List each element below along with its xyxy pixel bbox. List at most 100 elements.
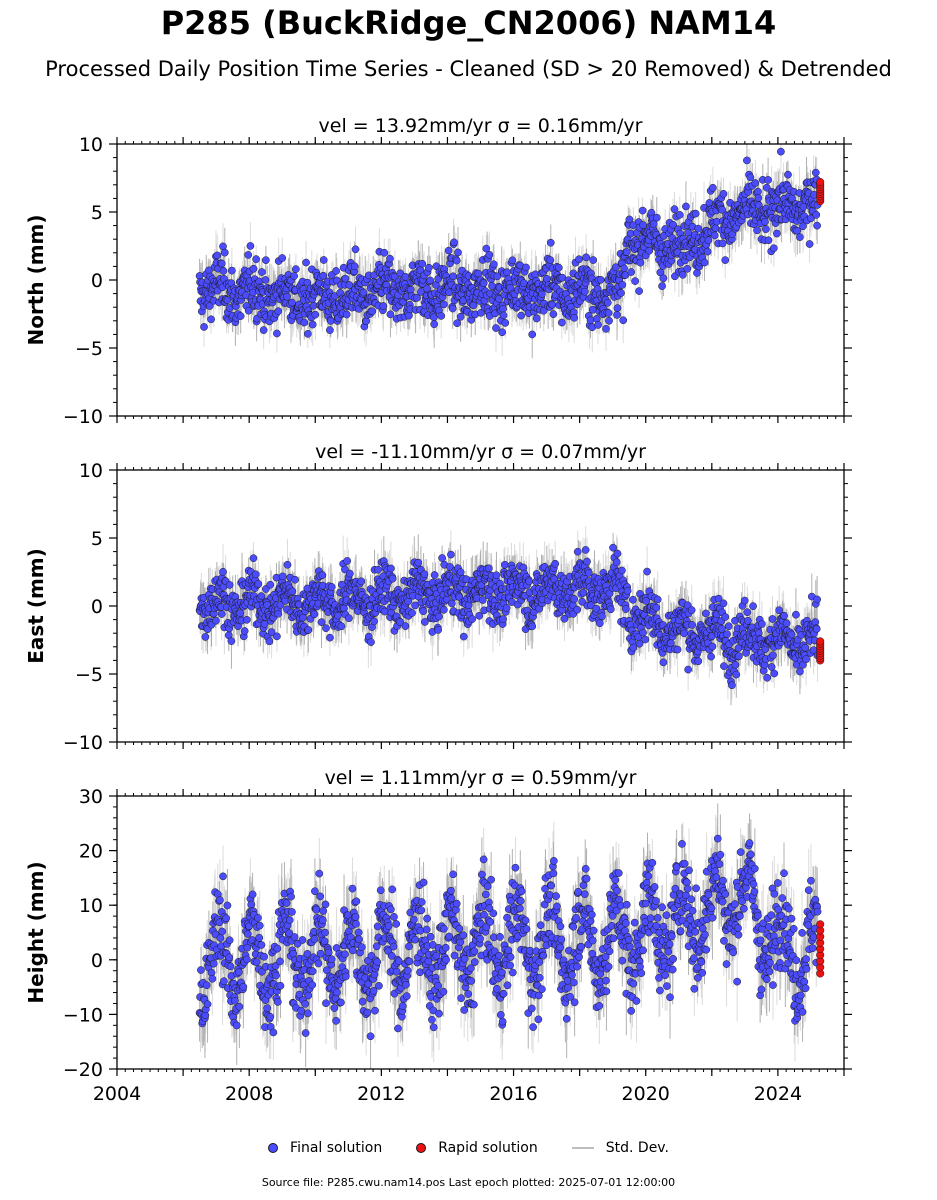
y-tick-label: 0 [91,270,103,292]
final-solution-point [498,328,507,337]
final-solution-point [718,239,727,248]
final-solution-point [658,282,666,290]
final-solution-point [517,311,526,320]
final-solution-point [548,300,556,309]
final-solution-point [805,240,814,248]
final-solution-point [217,610,226,618]
final-solution-point [387,564,395,573]
final-solution-point [645,246,654,255]
final-solution-point [430,320,439,329]
final-solution-point [719,189,728,198]
final-solution-point [418,259,427,268]
final-solution-point [420,570,429,579]
final-solution-point [620,264,628,273]
final-solution-point [290,272,298,280]
final-solution-point [700,258,709,267]
final-solution-point [474,269,483,278]
final-solution-point [762,183,771,192]
final-solution-point [485,250,494,259]
final-solution-point [754,194,763,202]
final-solution-point [450,238,458,247]
final-solution-point [617,289,625,297]
final-solution-point [300,318,309,327]
final-solution-point [532,314,541,323]
final-solution-point [811,168,820,177]
final-solution-point [764,176,772,184]
final-solution-point [495,295,503,303]
final-solution-point [538,290,546,298]
final-solution-point [703,247,712,256]
y-tick-label: −10 [63,406,103,428]
final-solution-point [386,310,395,319]
final-solution-point [492,324,500,332]
final-solution-point [635,287,643,295]
final-solution-point [278,572,287,581]
final-solution-point [554,263,563,272]
final-solution-point [254,580,263,588]
rapid-solution-point [816,178,825,187]
final-solution-point [549,310,558,319]
final-solution-point [773,229,781,238]
final-solution-point [370,617,378,626]
final-solution-series [195,147,822,339]
final-solution-point [743,156,751,165]
final-solution-point [619,316,628,325]
final-solution-point [326,317,335,325]
final-solution-point [764,236,773,245]
final-solution-point [411,601,420,610]
final-solution-point [761,217,769,226]
final-solution-point [546,256,555,264]
final-solution-point [283,560,292,569]
final-solution-point [575,255,583,264]
final-solution-point [477,309,485,317]
final-solution-point [345,281,354,289]
final-solution-point [489,260,498,269]
final-solution-point [326,326,334,334]
final-solution-point [249,264,258,273]
final-solution-point [746,173,755,182]
final-solution-point [423,284,431,293]
final-solution-point [762,225,770,233]
final-solution-point [261,276,270,284]
final-solution-point [249,554,258,563]
final-solution-point [426,276,435,285]
final-solution-point [227,637,236,645]
final-solution-point [456,312,465,321]
final-solution-point [440,300,448,309]
final-solution-point [401,622,410,630]
final-solution-point [334,611,342,620]
y-tick-label: −5 [75,338,103,360]
final-solution-point [452,256,461,265]
final-solution-point [678,270,687,279]
final-solution-point [225,581,234,589]
final-solution-point [262,256,270,265]
final-solution-point [220,248,229,257]
final-solution-point [396,618,404,626]
final-solution-point [522,263,530,272]
final-solution-point [265,637,274,646]
final-solution-point [721,256,730,264]
final-solution-point [777,147,785,156]
final-solution-point [212,616,220,625]
final-solution-point [259,326,268,334]
final-solution-point [421,618,429,626]
final-solution-point [386,254,394,263]
final-solution-point [251,570,260,579]
final-solution-point [691,209,700,218]
final-solution-point [594,321,602,329]
final-solution-point [327,583,336,591]
final-solution-point [611,263,620,272]
y-tick-label: 5 [91,202,103,224]
final-solution-point [580,287,589,296]
final-solution-point [596,275,605,284]
final-solution-point [710,231,719,240]
final-solution-point [246,242,255,250]
final-solution-point [258,268,266,276]
final-solution-point [528,330,537,339]
final-solution-point [603,298,612,307]
final-solution-point [236,609,245,617]
final-solution-point [266,580,275,589]
final-solution-point [683,264,692,273]
final-solution-point [303,329,312,338]
